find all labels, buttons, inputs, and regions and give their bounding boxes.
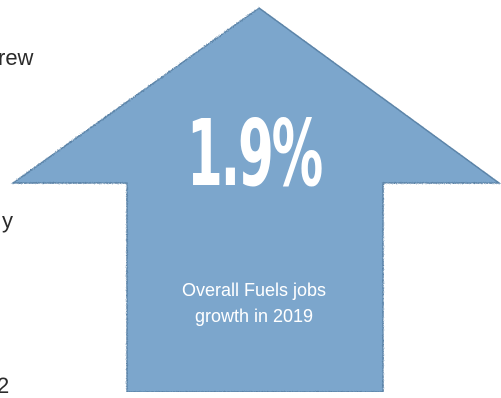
clipped-text-fragment-2: y — [2, 208, 13, 233]
clipped-text-fragment-3: 2 — [0, 373, 10, 398]
caption-line-2: growth in 2019 — [194, 306, 314, 326]
stat-caption: Overall Fuels jobs growth in 2019 — [134, 277, 374, 329]
up-arrow-icon — [10, 7, 501, 392]
caption-line-1: Overall Fuels jobs — [181, 280, 327, 300]
growth-percentage: 1.9% — [187, 100, 323, 207]
clipped-text-fragment-1: rew — [0, 45, 34, 70]
